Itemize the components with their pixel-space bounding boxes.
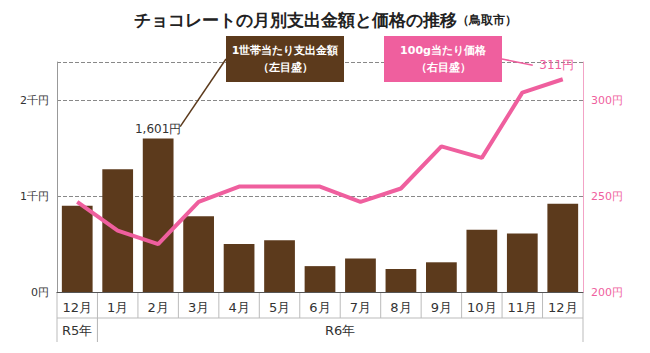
svg-text:1千円: 1千円 (20, 190, 49, 203)
svg-text:12月: 12月 (548, 300, 578, 315)
svg-text:5月: 5月 (269, 300, 290, 315)
svg-text:100g当たり価格: 100g当たり価格 (400, 44, 487, 57)
svg-text:12月: 12月 (62, 300, 92, 315)
svg-text:2千円: 2千円 (20, 94, 49, 107)
svg-text:2月: 2月 (148, 300, 169, 315)
svg-text:7月: 7月 (350, 300, 371, 315)
svg-text:0円: 0円 (31, 286, 49, 299)
svg-text:R5年: R5年 (62, 323, 92, 338)
svg-text:10月: 10月 (467, 300, 497, 315)
svg-text:8月: 8月 (390, 300, 411, 315)
svg-text:1世帯当たり支出金額: 1世帯当たり支出金額 (232, 44, 339, 57)
svg-text:（鳥取市）: （鳥取市） (457, 13, 517, 27)
svg-text:6月: 6月 (309, 300, 330, 315)
svg-text:4月: 4月 (228, 300, 249, 315)
svg-text:250円: 250円 (591, 190, 623, 203)
svg-text:300円: 300円 (591, 94, 623, 107)
svg-text:（右目盛）: （右目盛） (416, 61, 471, 74)
svg-text:チョコレートの月別支出金額と価格の推移: チョコレートの月別支出金額と価格の推移 (134, 10, 457, 30)
svg-text:1,601円: 1,601円 (135, 122, 181, 136)
svg-text:R6年: R6年 (325, 323, 355, 338)
svg-text:11月: 11月 (508, 300, 538, 315)
svg-text:3月: 3月 (188, 300, 209, 315)
svg-text:200円: 200円 (591, 286, 623, 299)
svg-text:9月: 9月 (431, 300, 452, 315)
svg-text:311円: 311円 (539, 58, 574, 72)
svg-text:1月: 1月 (107, 300, 128, 315)
svg-text:（左目盛）: （左目盛） (258, 61, 313, 74)
